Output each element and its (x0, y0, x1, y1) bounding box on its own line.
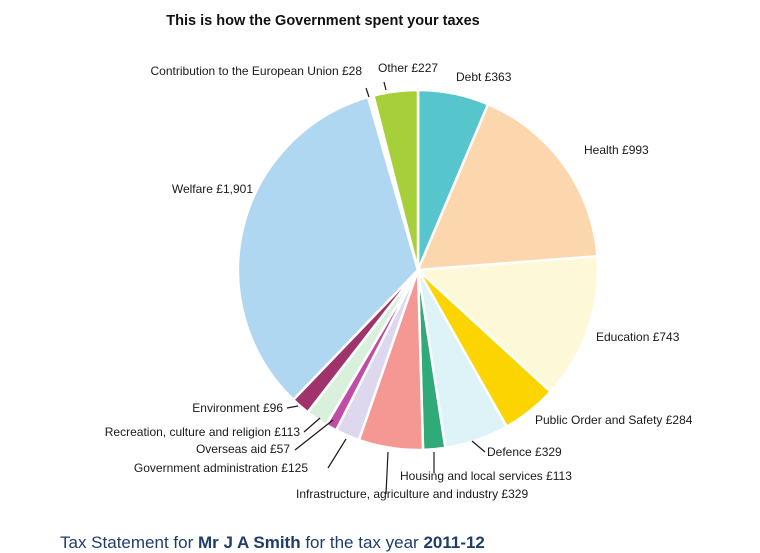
tax-year: 2011-12 (423, 533, 485, 552)
leader-line-contribution-to-the-european-union (365, 87, 370, 98)
slice-labels: Debt £363 Health £993 Education £743 Public… (105, 61, 693, 501)
slice-label-defence: Defence £329 (487, 445, 562, 459)
slice-label-government-administration: Government administration £125 (134, 461, 308, 475)
taxpayer-name: Mr J A Smith (197, 533, 301, 552)
leader-line-other (383, 81, 387, 91)
pie-slice-other (372, 88, 420, 272)
leader-line-overseas-aid (294, 419, 334, 451)
slice-label-health: Health £993 (584, 143, 649, 157)
leader-line-infrastructure-agriculture-and-industry (385, 451, 389, 495)
chart-title: This is how the Government spent your ta… (166, 13, 480, 29)
slice-label-overseas-aid: Overseas aid £57 (196, 442, 290, 456)
pie-slice-health (416, 102, 599, 272)
slice-label-education: Education £743 (596, 330, 680, 344)
slice-label-housing-and-local-services: Housing and local services £113 (400, 469, 572, 483)
pie-slice-welfare (236, 95, 420, 402)
slice-label-welfare: Welfare £1,901 (172, 182, 253, 196)
leader-line-recreation-culture-and-religion (303, 417, 321, 433)
tax-statement-footer: Tax Statement for Mr J A Smith for the t… (60, 533, 485, 553)
leader-line-environment (286, 405, 299, 409)
slice-label-recreation-culture-and-religion: Recreation, culture and religion £113 (105, 425, 301, 439)
slice-label-public-order-and-safety: Public Order and Safety £284 (535, 413, 693, 427)
pie-slice-education (416, 255, 600, 393)
leader-lines (286, 81, 486, 495)
slice-label-environment: Environment £96 (192, 401, 283, 415)
pie-slices (236, 88, 600, 452)
footer-prefix: Tax Statement for (60, 533, 198, 552)
slice-label-infrastructure-agriculture-and-industry: Infrastructure, agriculture and industry… (296, 487, 528, 501)
leader-line-defence (471, 440, 486, 453)
leader-line-government-administration (327, 438, 347, 469)
slice-label-other: Other £227 (378, 61, 438, 75)
slice-label-contribution-to-the-european-union: Contribution to the European Union £28 (151, 64, 363, 78)
slice-label-debt: Debt £363 (456, 70, 512, 84)
footer-middle: for the tax year (300, 533, 424, 552)
